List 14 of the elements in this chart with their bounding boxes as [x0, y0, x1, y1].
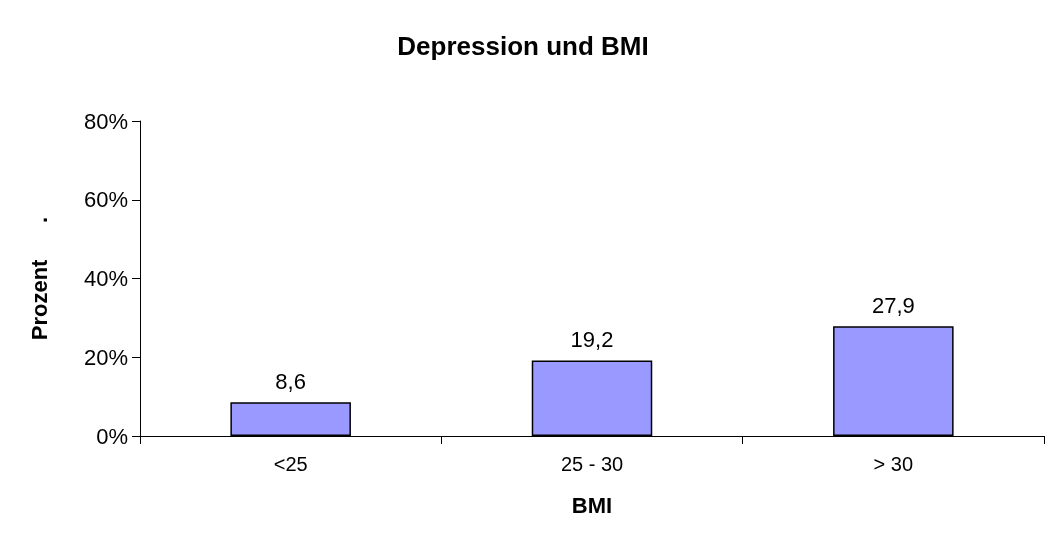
y-axis-title: Prozent .	[26, 216, 52, 341]
x-tick-label: <25	[273, 453, 308, 475]
x-tick-label: > 30	[873, 453, 914, 475]
y-tick-label: 0%	[96, 423, 128, 449]
chart-title: Depression und BMI	[397, 31, 649, 61]
y-tick-label: 60%	[83, 187, 128, 213]
data-label: 8,6	[275, 368, 306, 394]
data-label: 19,2	[570, 326, 614, 352]
y-tick-label: 80%	[83, 108, 128, 134]
x-tick-label: 25 - 30	[560, 453, 624, 475]
x-axis-title: BMI	[571, 492, 613, 518]
y-tick-label: 40%	[83, 266, 128, 291]
data-label: 27,9	[871, 292, 915, 318]
y-tick-label: 20%	[83, 344, 128, 370]
